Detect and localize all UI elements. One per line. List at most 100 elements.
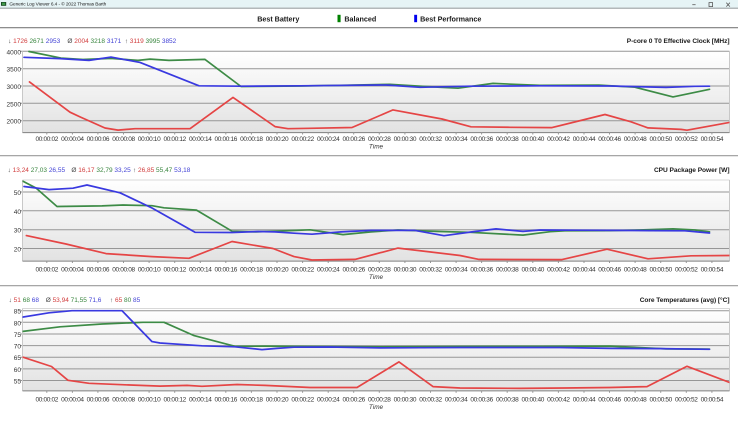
svg-text:4000: 4000 xyxy=(7,49,22,56)
svg-text:50: 50 xyxy=(14,190,22,197)
svg-text:00:00:32: 00:00:32 xyxy=(419,136,442,143)
svg-text:00:00:26: 00:00:26 xyxy=(342,397,365,404)
svg-text:30: 30 xyxy=(14,228,22,235)
svg-text:00:00:46: 00:00:46 xyxy=(598,266,621,273)
svg-text:00:00:52: 00:00:52 xyxy=(675,266,698,273)
svg-text:00:00:14: 00:00:14 xyxy=(189,136,212,143)
svg-text:↓ 51 68 68: ↓ 51 68 68 xyxy=(9,297,40,304)
svg-text:00:00:34: 00:00:34 xyxy=(445,266,468,273)
svg-text:00:00:04: 00:00:04 xyxy=(61,136,84,143)
svg-text:↑ 26,85 55,47 53,18: ↑ 26,85 55,47 53,18 xyxy=(133,167,191,174)
svg-text:00:00:54: 00:00:54 xyxy=(701,136,724,143)
svg-text:↓ 1726 2671 2953: ↓ 1726 2671 2953 xyxy=(8,38,60,45)
svg-text:00:00:50: 00:00:50 xyxy=(649,266,672,273)
svg-text:00:00:14: 00:00:14 xyxy=(189,397,212,404)
svg-text:00:00:24: 00:00:24 xyxy=(317,397,340,404)
svg-text:00:00:50: 00:00:50 xyxy=(649,136,672,143)
svg-text:00:00:44: 00:00:44 xyxy=(573,136,596,143)
svg-text:Core Temperatures (avg) [°C]: Core Temperatures (avg) [°C] xyxy=(640,296,730,304)
svg-text:00:00:18: 00:00:18 xyxy=(240,266,263,273)
svg-text:00:00:50: 00:00:50 xyxy=(649,397,672,404)
svg-text:00:00:02: 00:00:02 xyxy=(36,136,59,143)
svg-text:20: 20 xyxy=(14,247,22,254)
svg-text:00:00:16: 00:00:16 xyxy=(215,136,238,143)
svg-text:00:00:04: 00:00:04 xyxy=(61,397,84,404)
svg-text:80: 80 xyxy=(14,320,22,327)
svg-text:Time: Time xyxy=(369,274,384,281)
svg-text:3000: 3000 xyxy=(7,84,22,91)
svg-text:00:00:10: 00:00:10 xyxy=(138,136,161,143)
svg-text:00:00:38: 00:00:38 xyxy=(496,266,519,273)
svg-text:70: 70 xyxy=(14,344,22,351)
svg-text:Best Performance: Best Performance xyxy=(420,15,481,24)
svg-text:00:00:30: 00:00:30 xyxy=(394,266,417,273)
svg-text:↑ 65 80 85: ↑ 65 80 85 xyxy=(110,297,141,304)
svg-text:00:00:46: 00:00:46 xyxy=(598,397,621,404)
svg-text:65: 65 xyxy=(14,355,22,362)
svg-text:P-core 0 T0 Effective Clock [M: P-core 0 T0 Effective Clock [MHz] xyxy=(627,38,730,45)
svg-text:00:00:46: 00:00:46 xyxy=(598,136,621,143)
svg-text:00:00:10: 00:00:10 xyxy=(138,397,161,404)
svg-text:00:00:06: 00:00:06 xyxy=(87,266,110,273)
svg-text:00:00:48: 00:00:48 xyxy=(624,397,647,404)
svg-text:00:00:18: 00:00:18 xyxy=(240,136,263,143)
svg-text:00:00:06: 00:00:06 xyxy=(87,136,110,143)
svg-text:00:00:28: 00:00:28 xyxy=(368,136,391,143)
svg-text:00:00:52: 00:00:52 xyxy=(675,136,698,143)
svg-text:40: 40 xyxy=(14,209,22,216)
svg-text:Ø 2004 3218 3171: Ø 2004 3218 3171 xyxy=(67,38,121,45)
svg-text:00:00:26: 00:00:26 xyxy=(342,136,365,143)
svg-text:00:00:04: 00:00:04 xyxy=(61,266,84,273)
svg-text:60: 60 xyxy=(14,367,22,374)
svg-text:00:00:02: 00:00:02 xyxy=(36,397,59,404)
svg-text:00:00:24: 00:00:24 xyxy=(317,136,340,143)
svg-text:00:00:36: 00:00:36 xyxy=(470,397,493,404)
svg-text:00:00:34: 00:00:34 xyxy=(445,136,468,143)
svg-text:00:00:38: 00:00:38 xyxy=(496,136,519,143)
svg-text:00:00:08: 00:00:08 xyxy=(112,136,135,143)
svg-text:00:00:18: 00:00:18 xyxy=(240,397,263,404)
svg-text:CPU Package Power [W]: CPU Package Power [W] xyxy=(654,167,730,174)
svg-text:00:00:16: 00:00:16 xyxy=(215,266,238,273)
svg-text:00:00:52: 00:00:52 xyxy=(675,397,698,404)
svg-text:00:00:12: 00:00:12 xyxy=(163,397,186,404)
svg-text:00:00:48: 00:00:48 xyxy=(624,136,647,143)
svg-text:3500: 3500 xyxy=(7,67,22,74)
svg-text:00:00:40: 00:00:40 xyxy=(522,397,545,404)
svg-text:00:00:30: 00:00:30 xyxy=(394,397,417,404)
svg-text:85: 85 xyxy=(14,309,22,316)
svg-text:00:00:54: 00:00:54 xyxy=(701,397,724,404)
svg-text:00:00:24: 00:00:24 xyxy=(317,266,340,273)
svg-text:55: 55 xyxy=(14,379,22,386)
svg-text:↑ 3119 3995 3852: ↑ 3119 3995 3852 xyxy=(125,38,177,45)
svg-text:00:00:22: 00:00:22 xyxy=(291,397,314,404)
svg-text:00:00:22: 00:00:22 xyxy=(291,266,314,273)
svg-text:00:00:42: 00:00:42 xyxy=(547,397,570,404)
svg-text:00:00:38: 00:00:38 xyxy=(496,397,519,404)
svg-text:Generic Log Viewer 6.4 - © 202: Generic Log Viewer 6.4 - © 2022 Thomas B… xyxy=(9,1,106,8)
svg-text:00:00:20: 00:00:20 xyxy=(266,397,289,404)
svg-text:00:00:40: 00:00:40 xyxy=(522,136,545,143)
svg-text:Time: Time xyxy=(369,404,384,411)
svg-text:Ø 16,17 32,79 33,25: Ø 16,17 32,79 33,25 xyxy=(71,167,131,174)
svg-text:00:00:20: 00:00:20 xyxy=(266,266,289,273)
svg-text:00:00:54: 00:00:54 xyxy=(701,266,724,273)
svg-text:00:00:10: 00:00:10 xyxy=(138,266,161,273)
svg-text:Best Battery: Best Battery xyxy=(257,15,299,24)
svg-text:00:00:22: 00:00:22 xyxy=(291,136,314,143)
svg-text:00:00:36: 00:00:36 xyxy=(470,266,493,273)
svg-text:00:00:12: 00:00:12 xyxy=(163,136,186,143)
svg-text:00:00:44: 00:00:44 xyxy=(573,397,596,404)
svg-text:00:00:28: 00:00:28 xyxy=(368,397,391,404)
svg-text:00:00:16: 00:00:16 xyxy=(215,397,238,404)
svg-text:00:00:42: 00:00:42 xyxy=(547,266,570,273)
svg-text:00:00:32: 00:00:32 xyxy=(419,266,442,273)
svg-text:00:00:34: 00:00:34 xyxy=(445,397,468,404)
svg-text:00:00:12: 00:00:12 xyxy=(163,266,186,273)
svg-text:00:00:02: 00:00:02 xyxy=(36,266,59,273)
svg-text:00:00:28: 00:00:28 xyxy=(368,266,391,273)
svg-text:2000: 2000 xyxy=(7,119,22,126)
svg-text:00:00:40: 00:00:40 xyxy=(522,266,545,273)
svg-text:00:00:30: 00:00:30 xyxy=(394,136,417,143)
svg-text:00:00:26: 00:00:26 xyxy=(342,266,365,273)
